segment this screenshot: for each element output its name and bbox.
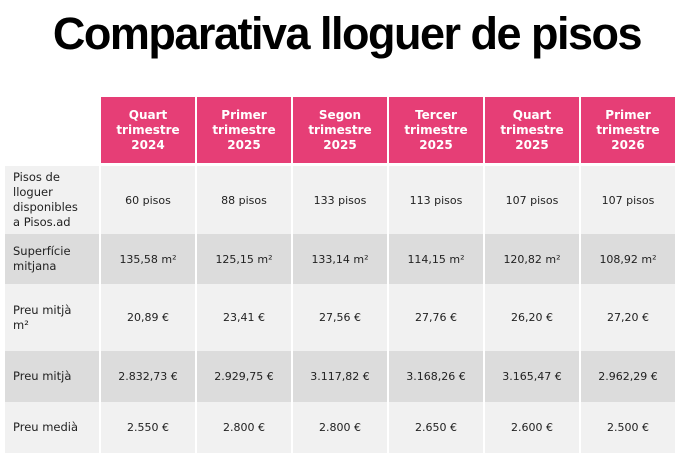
row-label: Preu mitjà — [5, 351, 99, 402]
column-header-line: Segon — [318, 107, 362, 122]
corner-cell — [5, 97, 99, 163]
column-header: Quart trimestre 2024 — [101, 97, 195, 163]
rental-comparison-table: Quart trimestre 2024 Primer trimestre 2025 Seg… — [3, 97, 677, 453]
column-header-line: trimestre — [212, 122, 276, 137]
column-header-line: 2024 — [131, 137, 165, 152]
column-header: Primer trimestre 2025 — [197, 97, 291, 163]
column-header: Segon trimestre 2025 — [293, 97, 387, 163]
row-label: Superfície mitjana — [5, 234, 99, 284]
table-row: Preu mitjà 2.832,73 €2.929,75 €3.117,82 €… — [5, 351, 675, 402]
table-cell: 2.600 € — [485, 402, 579, 453]
column-header-line: Quart — [512, 107, 552, 122]
table-cell: 2.832,73 € — [101, 351, 195, 402]
column-header-line: Tercer — [415, 107, 457, 122]
table-cell: 2.800 € — [293, 402, 387, 453]
table-cell: 2.550 € — [101, 402, 195, 453]
column-header-line: Primer — [605, 107, 651, 122]
column-header-line: trimestre — [596, 122, 660, 137]
table-cell: 27,56 € — [293, 284, 387, 351]
row-label-line: Pisos de — [13, 170, 60, 184]
column-header-line: Quart — [128, 107, 168, 122]
table-cell: 135,58 m² — [101, 234, 195, 284]
table-row: Superfície mitjana 135,58 m² 125,15 m² 133,1… — [5, 234, 675, 284]
table-cell: 23,41 € — [197, 284, 291, 351]
row-label-line: disponibles — [13, 200, 78, 214]
table-cell: 113 pisos — [389, 166, 483, 234]
table-cell: 120,82 m² — [485, 234, 579, 284]
column-header: Primer trimestre 2026 — [581, 97, 675, 163]
table-row: Preu mitjà m² 20,89 €23,41 €27,56 €27,76 €… — [5, 284, 675, 351]
table-cell: 125,15 m² — [197, 234, 291, 284]
table-cell: 2.800 € — [197, 402, 291, 453]
column-header-line: Primer — [221, 107, 267, 122]
column-header: Quart trimestre 2025 — [485, 97, 579, 163]
row-label-line: mitjana — [13, 259, 57, 273]
row-label-line: Superfície — [13, 244, 71, 258]
page-title: Comparativa lloguer de pisos — [52, 8, 643, 59]
table-cell: 3.165,47 € — [485, 351, 579, 402]
row-label-line: Preu mitjà — [13, 302, 72, 317]
table-row: Pisos de lloguer disponibles a Pisos.ad 60 p… — [5, 166, 675, 234]
table-cell: 3.168,26 € — [389, 351, 483, 402]
table-row: Preu medià 2.550 €2.800 €2.800 €2.650 €2.… — [5, 402, 675, 453]
table-cell: 133 pisos — [293, 166, 387, 234]
column-header-line: 2025 — [227, 137, 261, 152]
table-cell: 27,76 € — [389, 284, 483, 351]
column-header-line: trimestre — [308, 122, 372, 137]
table-cell: 26,20 € — [485, 284, 579, 351]
row-label-line: Preu mitjà — [13, 369, 72, 383]
table-cell: 107 pisos — [485, 166, 579, 234]
column-header-line: 2025 — [515, 137, 549, 152]
table-cell: 3.117,82 € — [293, 351, 387, 402]
row-label-line: lloguer — [13, 185, 53, 199]
row-label: Pisos de lloguer disponibles a Pisos.ad — [5, 166, 99, 234]
row-label-line: Preu medià — [13, 420, 79, 434]
table-cell: 133,14 m² — [293, 234, 387, 284]
row-label: Preu mitjà m² — [5, 284, 99, 351]
column-header-line: trimestre — [500, 122, 564, 137]
table-cell: 2.929,75 € — [197, 351, 291, 402]
column-header-line: 2025 — [419, 137, 453, 152]
column-header-line: trimestre — [116, 122, 180, 137]
table-cell: 27,20 € — [581, 284, 675, 351]
row-label: Preu medià — [5, 402, 99, 453]
table-cell: 2.500 € — [581, 402, 675, 453]
column-header: Tercer trimestre 2025 — [389, 97, 483, 163]
column-header-line: 2026 — [611, 137, 645, 152]
header-row: Quart trimestre 2024 Primer trimestre 2025 Seg… — [5, 97, 675, 163]
table-cell: 60 pisos — [101, 166, 195, 234]
table-cell: 2.650 € — [389, 402, 483, 453]
table-cell: 114,15 m² — [389, 234, 483, 284]
table-cell: 108,92 m² — [581, 234, 675, 284]
row-label-line: a Pisos.ad — [13, 215, 71, 229]
row-label-line: m² — [13, 317, 29, 332]
table-cell: 107 pisos — [581, 166, 675, 234]
table-cell: 88 pisos — [197, 166, 291, 234]
table-cell: 2.962,29 € — [581, 351, 675, 402]
table-cell: 20,89 € — [101, 284, 195, 351]
column-header-line: trimestre — [404, 122, 468, 137]
column-header-line: 2025 — [323, 137, 357, 152]
